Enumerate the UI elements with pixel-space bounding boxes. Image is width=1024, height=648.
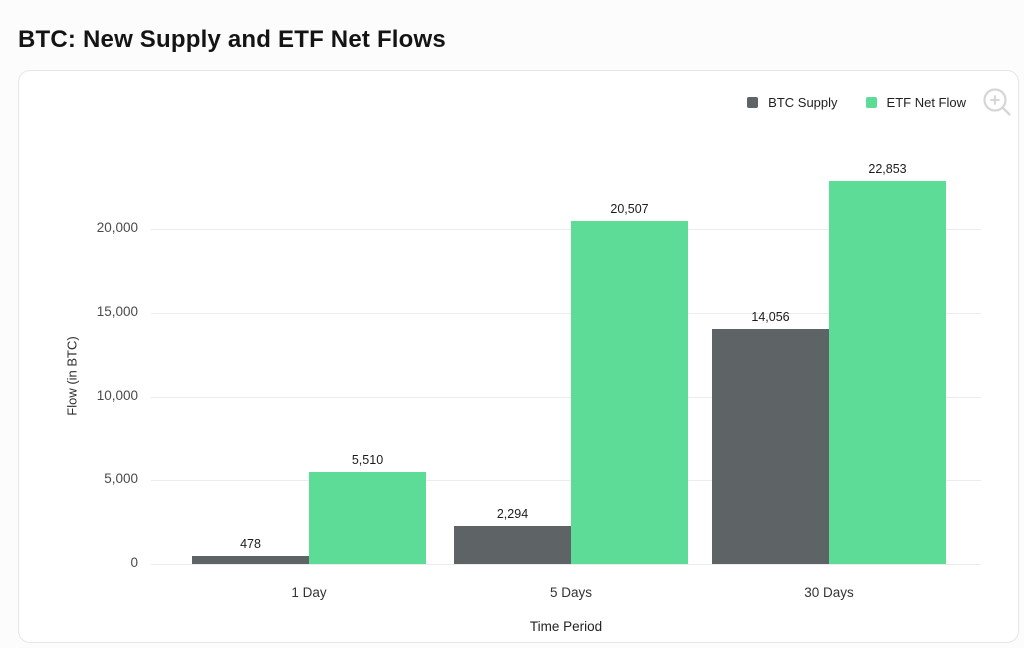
x-tick-label-5-days: 5 Days	[549, 585, 593, 600]
gridline-20000	[151, 229, 981, 231]
bar-etf-net-flow-5-days[interactable]	[571, 220, 688, 564]
legend-swatch-etf-net-flow	[865, 97, 877, 108]
bar-value-etf-net-flow-5-days: 20,507	[610, 201, 649, 216]
gridline-5000	[151, 480, 981, 482]
magnifier-plus-glyph	[983, 88, 1011, 116]
bar-value-btc-supply-5-days: 2,294	[496, 506, 529, 521]
legend-label-btc-supply: BTC Supply	[768, 95, 838, 110]
x-tick-label-1-day: 1 Day	[291, 585, 327, 600]
y-tick-label-0: 0	[130, 555, 138, 570]
bar-etf-net-flow-30-days[interactable]	[829, 181, 946, 564]
zoom-in-icon[interactable]	[980, 85, 1016, 121]
page-title: BTC: New Supply and ETF Net Flows	[18, 26, 446, 54]
x-axis-title: Time Period	[529, 619, 603, 634]
chart-legend: BTC Supply ETF Net Flow	[747, 95, 966, 110]
y-tick-label-10000: 10,000	[96, 387, 138, 403]
bar-btc-supply-1-day[interactable]	[192, 555, 309, 564]
gridline-10000	[151, 396, 981, 398]
bar-btc-supply-5-days[interactable]	[454, 525, 571, 564]
y-tick-label-5000: 5,000	[104, 471, 138, 487]
gridline-15000	[151, 312, 981, 314]
gridline-0	[151, 564, 981, 565]
bar-btc-supply-30-days[interactable]	[712, 328, 829, 564]
bar-value-etf-net-flow-30-days: 22,853	[868, 162, 907, 177]
plot-area: 0 5,000 10,000 15,000 20,000 478 5,510 1 Day 2,2…	[19, 71, 1018, 642]
legend-item-btc-supply[interactable]: BTC Supply	[747, 95, 838, 110]
bar-value-etf-net-flow-1-day: 5,510	[351, 452, 384, 467]
legend-label-etf-net-flow: ETF Net Flow	[886, 95, 966, 110]
bar-value-btc-supply-1-day: 478	[240, 536, 261, 551]
bar-etf-net-flow-1-day[interactable]	[309, 471, 426, 564]
y-tick-label-15000: 15,000	[96, 303, 138, 319]
y-tick-label-20000: 20,000	[96, 220, 138, 236]
legend-swatch-btc-supply	[747, 97, 759, 108]
legend-item-etf-net-flow[interactable]: ETF Net Flow	[865, 95, 966, 110]
bar-value-btc-supply-30-days: 14,056	[751, 309, 790, 324]
x-tick-label-30-days: 30 Days	[804, 585, 854, 600]
